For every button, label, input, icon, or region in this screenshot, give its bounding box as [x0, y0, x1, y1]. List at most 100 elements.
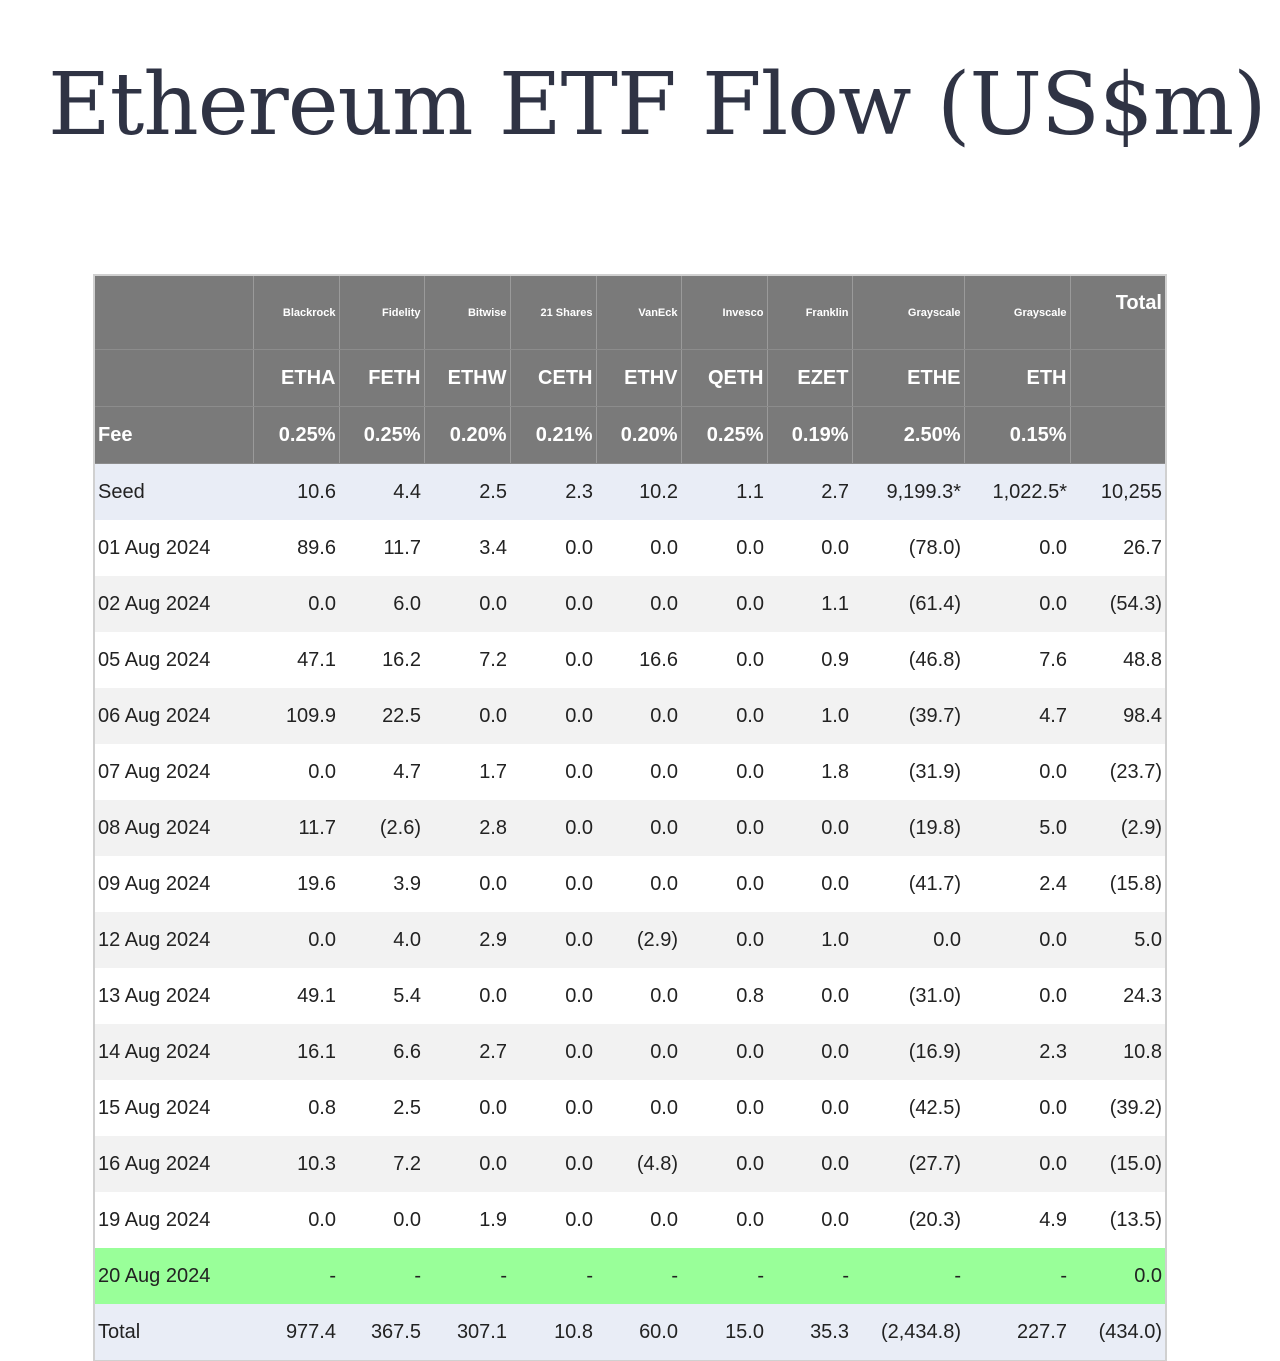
- value-cell: -: [852, 1248, 964, 1304]
- value-cell: 1.8: [767, 744, 852, 800]
- value-cell: 0.0: [964, 744, 1070, 800]
- issuer-cell: Grayscale: [852, 276, 965, 350]
- value-cell: (23.7): [1070, 744, 1165, 800]
- value-cell: -: [510, 1248, 596, 1304]
- value-cell: 0.0: [424, 968, 510, 1024]
- value-cell: 0.0: [681, 800, 767, 856]
- value-cell: (41.7): [852, 856, 964, 912]
- value-cell: 11.7: [339, 520, 424, 576]
- value-cell: (16.9): [852, 1024, 964, 1080]
- row-label-cell: 20 Aug 2024: [95, 1248, 253, 1304]
- row-label-cell: 09 Aug 2024: [95, 856, 253, 912]
- value-cell: 22.5: [339, 688, 424, 744]
- value-cell: 307.1: [424, 1304, 510, 1360]
- issuer-header-row: Blackrock Fidelity Bitwise 21 Shares VanEck I…: [95, 276, 1165, 350]
- row-label-cell: 05 Aug 2024: [95, 632, 253, 688]
- value-cell: 24.3: [1070, 968, 1165, 1024]
- fee-cell: 0.25%: [681, 406, 768, 464]
- value-cell: (2.9): [1070, 800, 1165, 856]
- value-cell: 2.5: [339, 1080, 424, 1136]
- issuer-cell: Bitwise: [424, 276, 511, 350]
- value-cell: 0.0: [253, 576, 339, 632]
- value-cell: 10.6: [253, 463, 339, 520]
- value-cell: 0.0: [964, 1080, 1070, 1136]
- value-cell: (61.4): [852, 576, 964, 632]
- value-cell: 0.0: [681, 576, 767, 632]
- value-cell: 0.0: [681, 856, 767, 912]
- value-cell: 49.1: [253, 968, 339, 1024]
- value-cell: 0.0: [424, 576, 510, 632]
- value-cell: 0.0: [964, 912, 1070, 968]
- value-cell: -: [253, 1248, 339, 1304]
- value-cell: 0.0: [253, 1192, 339, 1248]
- value-cell: 0.0: [596, 576, 681, 632]
- value-cell: -: [767, 1248, 852, 1304]
- value-cell: 0.0: [424, 856, 510, 912]
- etf-flow-table: Blackrock Fidelity Bitwise 21 Shares VanEck I…: [93, 274, 1167, 1361]
- value-cell: 1.1: [681, 463, 767, 520]
- value-cell: (54.3): [1070, 576, 1165, 632]
- value-cell: 0.0: [1070, 1248, 1165, 1304]
- table-row: 16 Aug 2024 10.3 7.2 0.0 0.0 (4.8) 0.0 0.0 (27.7…: [95, 1136, 1165, 1192]
- value-cell: 0.0: [424, 688, 510, 744]
- fee-cell: 0.20%: [596, 406, 682, 464]
- value-cell: 1,022.5*: [964, 463, 1070, 520]
- value-cell: 0.0: [596, 1024, 681, 1080]
- row-label-cell: 02 Aug 2024: [95, 576, 253, 632]
- value-cell: 0.0: [596, 968, 681, 1024]
- value-cell: 2.5: [424, 463, 510, 520]
- ticker-cell: FETH: [339, 349, 425, 407]
- value-cell: 0.0: [510, 968, 596, 1024]
- value-cell: 0.0: [767, 1192, 852, 1248]
- value-cell: 2.3: [964, 1024, 1070, 1080]
- row-label-cell: 14 Aug 2024: [95, 1024, 253, 1080]
- value-cell: 10,255: [1070, 463, 1165, 520]
- value-cell: 4.7: [339, 744, 424, 800]
- value-cell: -: [339, 1248, 424, 1304]
- table-row: 15 Aug 2024 0.8 2.5 0.0 0.0 0.0 0.0 0.0 (42.5) 0.…: [95, 1080, 1165, 1136]
- value-cell: (39.2): [1070, 1080, 1165, 1136]
- table-row: 06 Aug 2024 109.9 22.5 0.0 0.0 0.0 0.0 1.0 (39.7…: [95, 688, 1165, 744]
- value-cell: 0.0: [510, 744, 596, 800]
- value-cell: 3.9: [339, 856, 424, 912]
- value-cell: 0.0: [510, 1136, 596, 1192]
- value-cell: 16.1: [253, 1024, 339, 1080]
- fee-cell: 0.21%: [510, 406, 597, 464]
- value-cell: (42.5): [852, 1080, 964, 1136]
- value-cell: 60.0: [596, 1304, 681, 1360]
- page-title: Ethereum ETF Flow (US$m): [48, 55, 1267, 155]
- total-row: Total 977.4 367.5 307.1 10.8 60.0 15.0 35.3 (2,4…: [95, 1304, 1165, 1360]
- value-cell: 0.0: [767, 856, 852, 912]
- fee-cell: 0.20%: [424, 406, 511, 464]
- value-cell: 3.4: [424, 520, 510, 576]
- row-label-cell: 07 Aug 2024: [95, 744, 253, 800]
- value-cell: 4.7: [964, 688, 1070, 744]
- value-cell: 0.0: [510, 1192, 596, 1248]
- ticker-cell: QETH: [681, 349, 768, 407]
- value-cell: 10.3: [253, 1136, 339, 1192]
- value-cell: 4.0: [339, 912, 424, 968]
- value-cell: 10.8: [510, 1304, 596, 1360]
- table-row: 12 Aug 2024 0.0 4.0 2.9 0.0 (2.9) 0.0 1.0 0.0 0.0…: [95, 912, 1165, 968]
- value-cell: 0.0: [596, 520, 681, 576]
- value-cell: 367.5: [339, 1304, 424, 1360]
- value-cell: 0.0: [681, 688, 767, 744]
- value-cell: 0.0: [681, 1024, 767, 1080]
- issuer-cell: Fidelity: [339, 276, 425, 350]
- issuer-cell: Total: [1070, 276, 1165, 350]
- ticker-cell: ETH: [964, 349, 1071, 407]
- ticker-cell: EZET: [767, 349, 853, 407]
- value-cell: 1.1: [767, 576, 852, 632]
- ticker-cell: CETH: [510, 349, 597, 407]
- value-cell: 10.2: [596, 463, 681, 520]
- value-cell: 0.0: [681, 1192, 767, 1248]
- ticker-header-row: ETHA FETH ETHW CETH ETHV QETH EZET ETHE ETH: [95, 349, 1165, 407]
- value-cell: 0.0: [253, 912, 339, 968]
- ticker-cell: ETHV: [596, 349, 682, 407]
- issuer-cell: Invesco: [681, 276, 768, 350]
- value-cell: 0.0: [510, 688, 596, 744]
- value-cell: 10.8: [1070, 1024, 1165, 1080]
- value-cell: 0.0: [510, 520, 596, 576]
- row-label-cell: Seed: [95, 463, 253, 520]
- issuer-cell: [95, 276, 254, 350]
